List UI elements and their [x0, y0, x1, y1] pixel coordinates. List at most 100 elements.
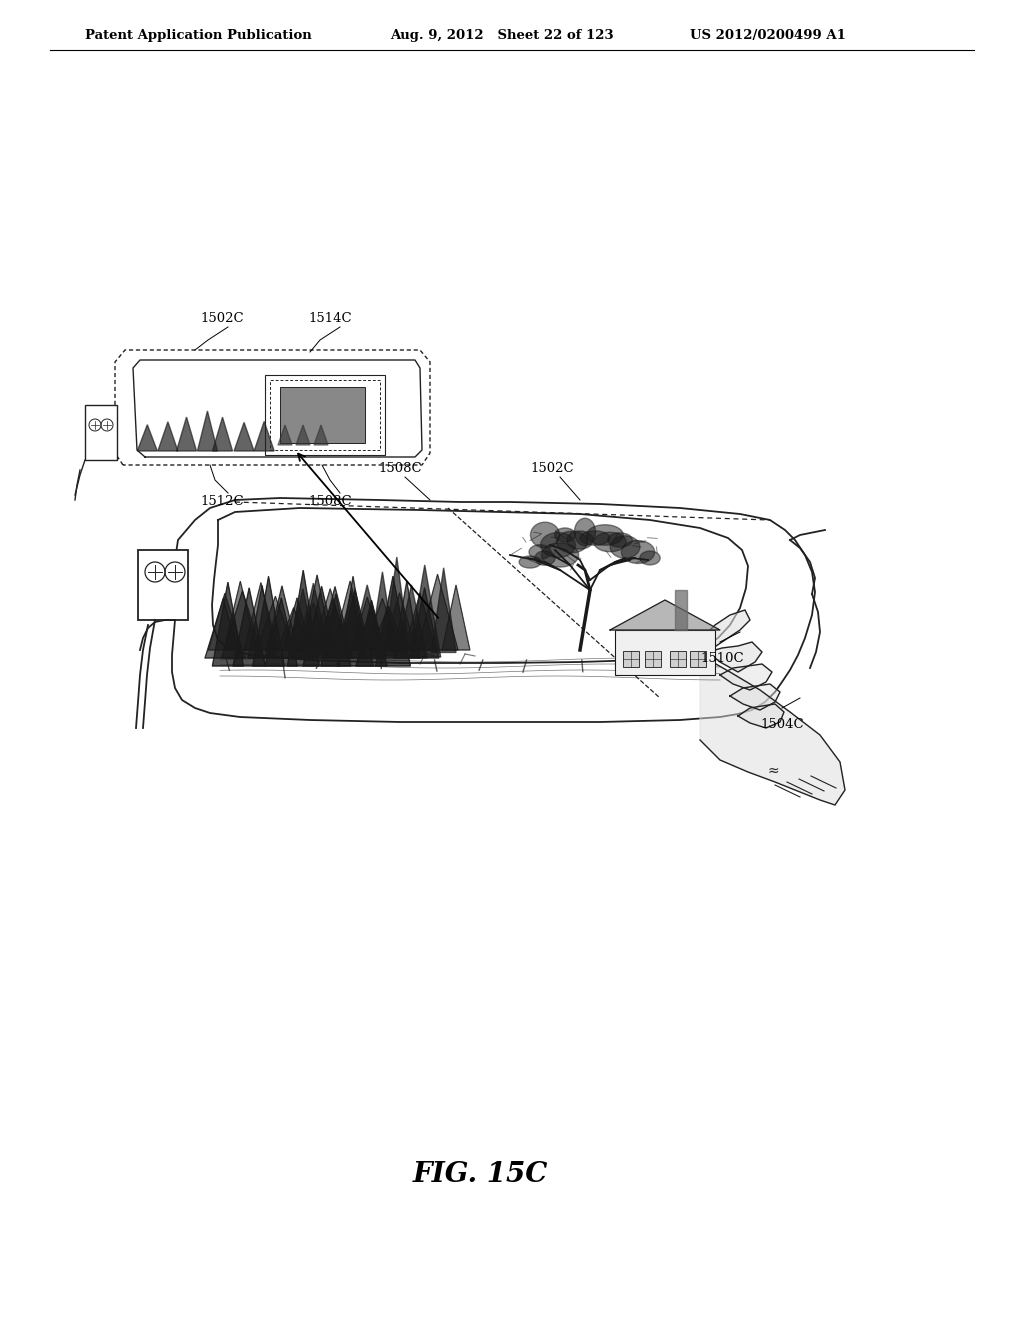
Polygon shape [281, 598, 313, 657]
Polygon shape [409, 565, 440, 657]
Text: 1512C: 1512C [200, 495, 244, 508]
Ellipse shape [587, 525, 624, 545]
Polygon shape [265, 598, 297, 667]
Ellipse shape [574, 519, 596, 545]
Polygon shape [376, 576, 411, 667]
Ellipse shape [542, 543, 579, 568]
Text: 1504C: 1504C [760, 718, 804, 731]
Bar [280, 387, 365, 444]
Ellipse shape [541, 532, 575, 557]
Polygon shape [720, 664, 772, 690]
Polygon shape [158, 422, 178, 451]
Polygon shape [278, 607, 310, 649]
Polygon shape [730, 684, 780, 710]
Bar [645, 651, 662, 667]
Polygon shape [332, 581, 368, 649]
Polygon shape [312, 589, 348, 649]
Text: 1514C: 1514C [308, 312, 351, 325]
Bar [138, 550, 188, 620]
Polygon shape [365, 598, 400, 649]
Bar [623, 651, 639, 667]
Polygon shape [253, 577, 285, 667]
Ellipse shape [530, 523, 559, 548]
Polygon shape [383, 593, 416, 649]
Polygon shape [254, 421, 274, 451]
Ellipse shape [556, 531, 588, 553]
Bar [615, 630, 715, 675]
Polygon shape [133, 360, 422, 457]
Polygon shape [298, 583, 330, 652]
Text: FIG. 15C: FIG. 15C [413, 1162, 548, 1188]
Polygon shape [370, 572, 395, 656]
Text: 1508C: 1508C [308, 495, 351, 508]
Polygon shape [208, 598, 238, 649]
Polygon shape [314, 425, 328, 445]
Ellipse shape [519, 556, 541, 568]
Polygon shape [300, 576, 334, 657]
Polygon shape [356, 605, 387, 667]
Polygon shape [442, 585, 470, 649]
Text: Patent Application Publication: Patent Application Publication [85, 29, 311, 41]
Polygon shape [738, 704, 784, 729]
Ellipse shape [555, 528, 575, 543]
Polygon shape [137, 425, 158, 451]
Polygon shape [395, 585, 427, 657]
Polygon shape [317, 586, 353, 657]
Text: 1502C: 1502C [530, 462, 573, 475]
Polygon shape [393, 581, 420, 657]
Ellipse shape [535, 550, 555, 565]
Polygon shape [221, 590, 263, 657]
Bar [265, 375, 385, 455]
Ellipse shape [529, 545, 551, 560]
Polygon shape [205, 594, 245, 657]
Polygon shape [303, 586, 340, 667]
Polygon shape [351, 597, 383, 649]
Text: ≈: ≈ [768, 764, 779, 777]
Polygon shape [698, 610, 750, 655]
Polygon shape [336, 591, 367, 657]
Polygon shape [351, 585, 383, 651]
Ellipse shape [610, 536, 640, 558]
Text: 1502C: 1502C [200, 312, 244, 325]
Text: 1508C: 1508C [378, 462, 422, 475]
Ellipse shape [622, 541, 654, 564]
Bar [85, 405, 117, 459]
Polygon shape [264, 586, 299, 657]
Polygon shape [289, 589, 317, 656]
Polygon shape [339, 577, 367, 657]
Polygon shape [675, 590, 687, 630]
Bar [270, 380, 380, 450]
Bar [690, 651, 706, 667]
Polygon shape [431, 568, 456, 652]
Polygon shape [299, 603, 328, 649]
Polygon shape [278, 425, 292, 445]
Polygon shape [115, 350, 430, 465]
Polygon shape [296, 425, 310, 445]
Polygon shape [417, 574, 458, 649]
Polygon shape [176, 417, 197, 451]
Polygon shape [234, 422, 254, 451]
Polygon shape [233, 587, 265, 667]
Ellipse shape [580, 531, 610, 545]
Polygon shape [313, 599, 351, 655]
Polygon shape [244, 582, 278, 649]
Text: 1510C: 1510C [700, 652, 743, 665]
Polygon shape [257, 597, 294, 649]
Polygon shape [288, 570, 319, 667]
Polygon shape [411, 587, 439, 657]
Polygon shape [172, 498, 815, 722]
Polygon shape [248, 586, 276, 657]
Polygon shape [369, 606, 409, 657]
Text: US 2012/0200499 A1: US 2012/0200499 A1 [690, 29, 846, 41]
Polygon shape [404, 593, 435, 649]
Polygon shape [610, 601, 720, 630]
Polygon shape [357, 601, 386, 657]
Polygon shape [224, 581, 257, 649]
Polygon shape [384, 557, 410, 651]
Polygon shape [700, 655, 845, 805]
Bar [670, 651, 686, 667]
Polygon shape [708, 642, 762, 672]
Polygon shape [213, 417, 232, 451]
Ellipse shape [640, 550, 660, 565]
Ellipse shape [566, 531, 593, 549]
